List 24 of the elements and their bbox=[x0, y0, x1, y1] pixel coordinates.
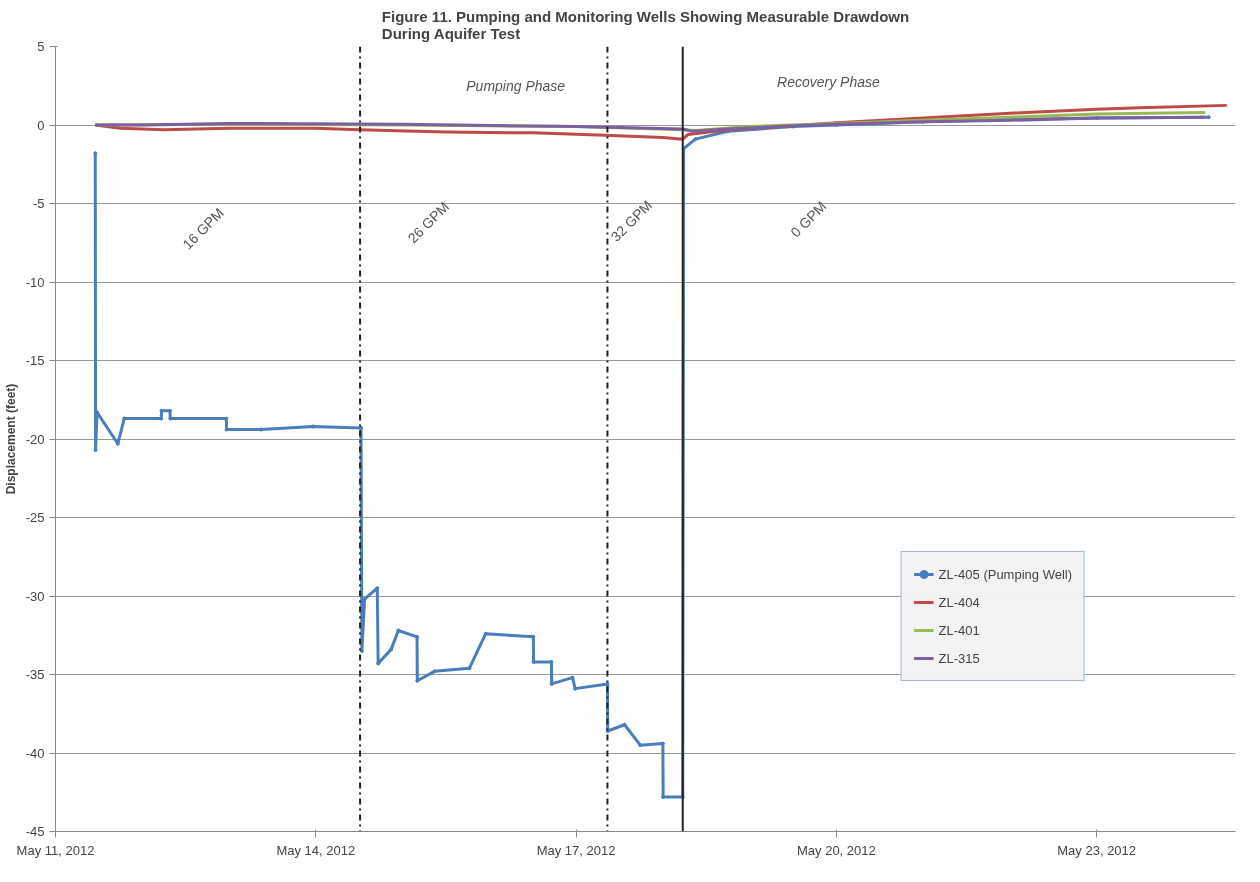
legend-label: ZL-405 (Pumping Well) bbox=[938, 566, 1072, 582]
y-tick-label: -5 bbox=[32, 196, 45, 211]
x-tick-label: May 11, 2012 bbox=[16, 842, 95, 858]
legend-label: ZL-404 bbox=[938, 594, 980, 610]
y-tick-label: -25 bbox=[25, 510, 45, 525]
y-tick-label: 0 bbox=[37, 117, 45, 133]
annotation: Recovery Phase bbox=[777, 73, 880, 90]
x-tick-label: May 17, 2012 bbox=[536, 842, 616, 858]
y-tick-label: -35 bbox=[25, 667, 45, 682]
y-tick-label: -20 bbox=[25, 431, 45, 447]
y-tick-label: -30 bbox=[25, 588, 45, 604]
legend-label: ZL-315 bbox=[938, 650, 980, 666]
legend-label: ZL-401 bbox=[938, 622, 980, 638]
x-tick-label: May 20, 2012 bbox=[797, 842, 876, 858]
y-axis-title: Displacement (feet) bbox=[3, 383, 18, 495]
y-tick-label: -45 bbox=[25, 824, 45, 839]
y-tick-label: -40 bbox=[25, 745, 45, 761]
x-tick-label: May 14, 2012 bbox=[276, 842, 356, 858]
x-tick-label: May 23, 2012 bbox=[1057, 842, 1137, 858]
y-tick-label: -10 bbox=[25, 274, 45, 290]
y-tick-label: -15 bbox=[25, 353, 45, 368]
annotation: Pumping Phase bbox=[466, 77, 566, 94]
y-tick-label: 5 bbox=[37, 39, 45, 54]
chart-title: Figure 11. Pumping and Monitoring Wells Showing Measurable Drawdown During Aquifer Test bbox=[381, 7, 910, 42]
